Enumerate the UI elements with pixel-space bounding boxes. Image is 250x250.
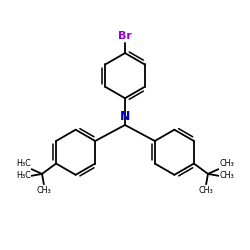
- Text: H₃C: H₃C: [16, 171, 31, 180]
- Text: CH₃: CH₃: [199, 186, 214, 195]
- Text: CH₃: CH₃: [219, 171, 234, 180]
- Text: N: N: [120, 110, 130, 123]
- Text: CH₃: CH₃: [219, 159, 234, 168]
- Text: H₃C: H₃C: [16, 159, 31, 168]
- Text: CH₃: CH₃: [36, 186, 51, 195]
- Text: Br: Br: [118, 31, 132, 41]
